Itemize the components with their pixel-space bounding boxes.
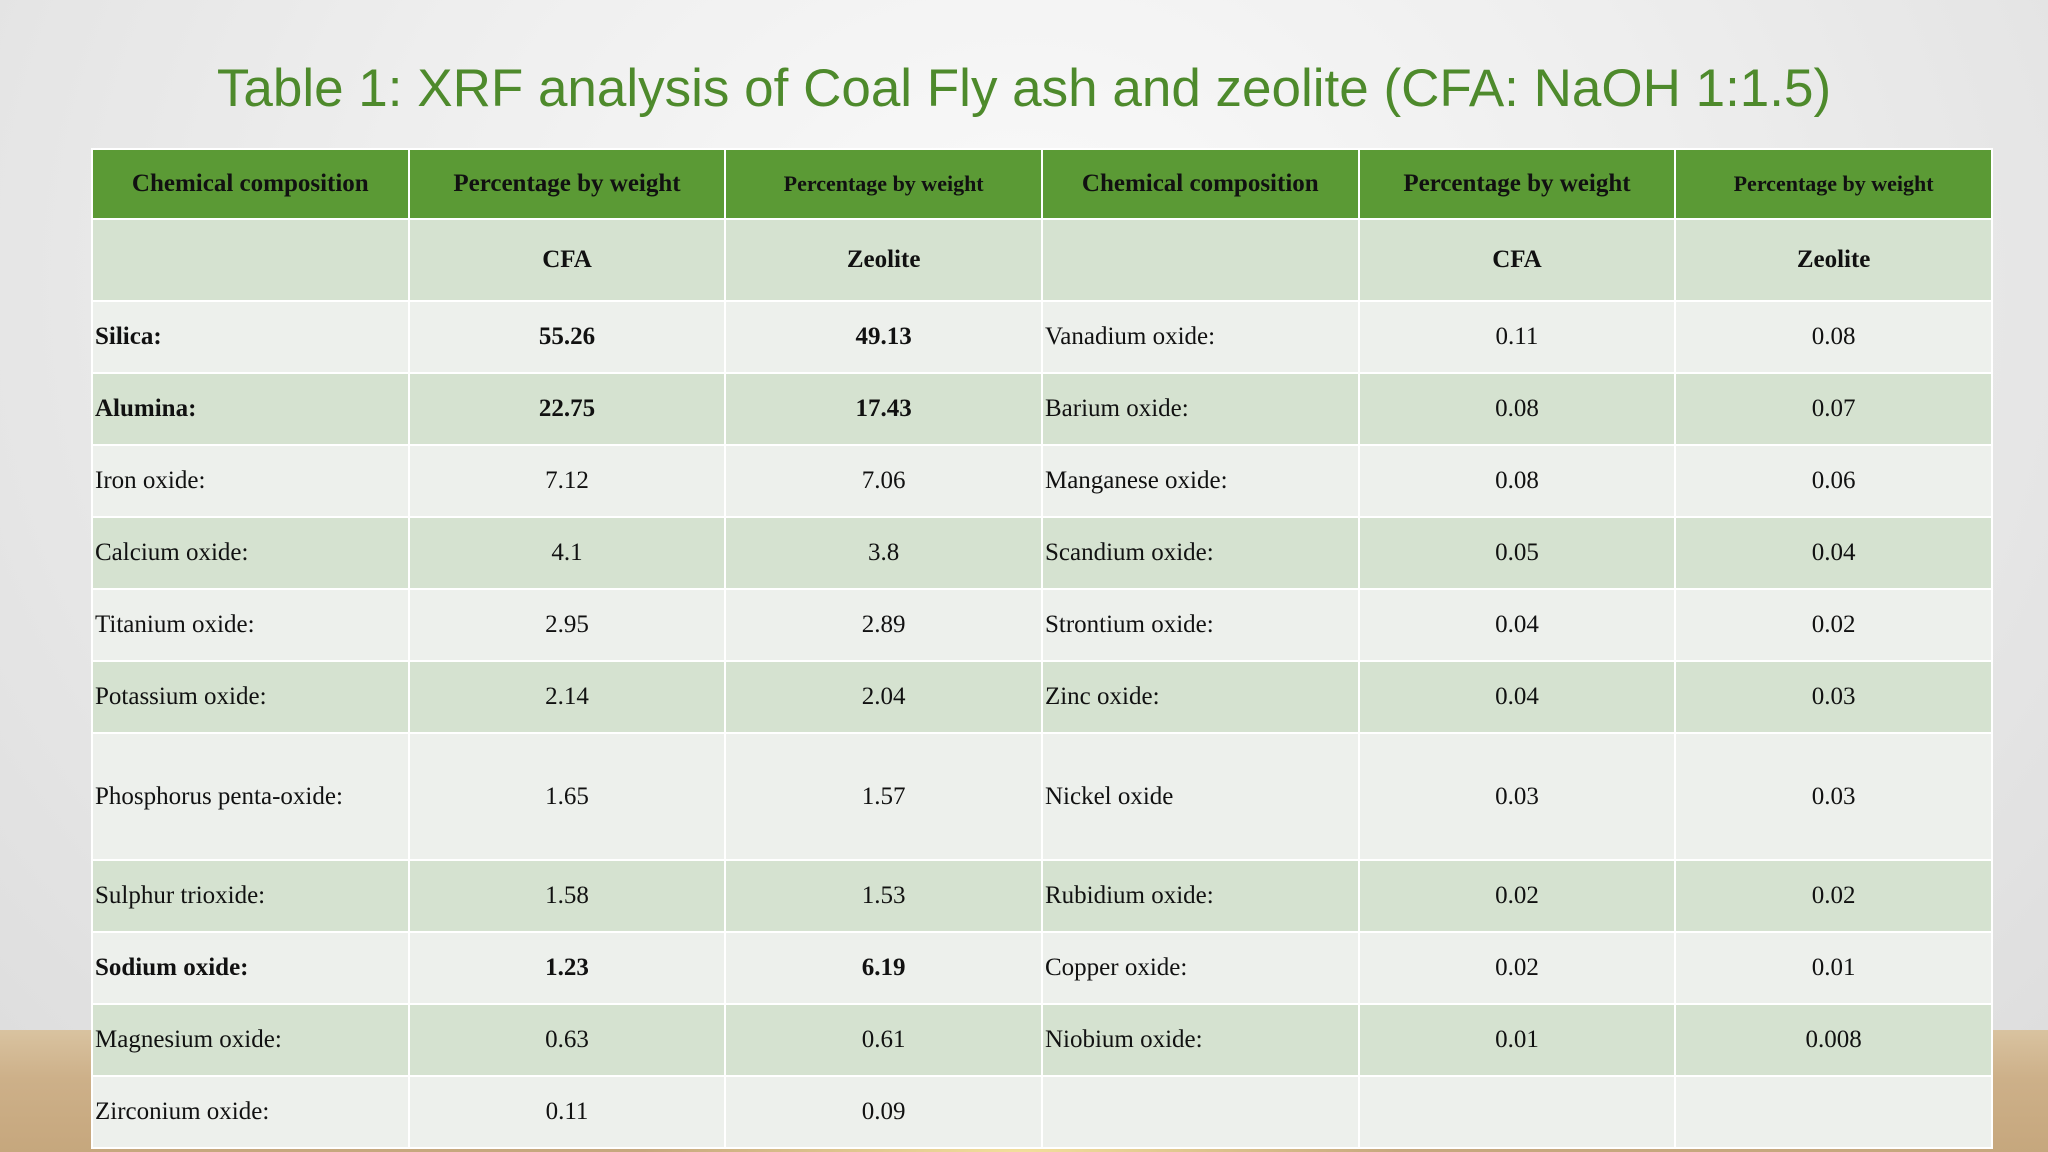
table-row: Alumina: 22.75 17.43 Barium oxide: 0.08 … [91,372,1993,446]
value-cell: 0.02 [1357,931,1677,1005]
compound-cell: Rubidium oxide: [1040,859,1360,933]
value-cell: 0.07 [1674,372,1993,446]
value-cell: 0.03 [1674,660,1993,734]
value-cell: 0.06 [1674,444,1993,518]
subheader-zeolite-1: Zeolite [724,218,1043,302]
subheader-cell [1040,218,1360,302]
header-percentage-2: Percentage by weight [724,148,1043,220]
compound-cell: Calcium oxide: [91,516,410,590]
value-cell: 0.04 [1674,516,1993,590]
header-chemical-composition-2: Chemical composition [1040,148,1360,220]
compound-cell: Iron oxide: [91,444,410,518]
table-row: Sodium oxide: 1.23 6.19 Copper oxide: 0.… [91,931,1993,1005]
value-cell: 0.05 [1357,516,1677,590]
value-cell: 0.09 [724,1075,1043,1149]
slide-title: Table 1: XRF analysis of Coal Fly ash an… [216,59,1832,118]
value-cell: 2.04 [724,660,1043,734]
table-row: Magnesium oxide: 0.63 0.61 Niobium oxide… [91,1003,1993,1077]
value-cell: 3.8 [724,516,1043,590]
value-cell: 1.53 [724,859,1043,933]
value-cell: 2.95 [407,588,727,662]
value-cell: 0.008 [1674,1003,1993,1077]
value-cell [1357,1075,1677,1149]
value-cell: 0.02 [1674,859,1993,933]
value-cell: 1.23 [407,931,727,1005]
value-cell: 2.14 [407,660,727,734]
header-row: Chemical composition Percentage by weigh… [91,148,1993,220]
value-cell: 1.57 [724,732,1043,861]
compound-cell: Sulphur trioxide: [91,859,410,933]
value-cell: 7.06 [724,444,1043,518]
xrf-table: Chemical composition Percentage by weigh… [91,148,1993,1149]
header-percentage-4: Percentage by weight [1674,148,1993,220]
value-cell: 6.19 [724,931,1043,1005]
compound-cell: Titanium oxide: [91,588,410,662]
compound-cell: Scandium oxide: [1040,516,1360,590]
compound-cell: Niobium oxide: [1040,1003,1360,1077]
subheader-cfa-2: CFA [1357,218,1677,302]
compound-cell: Barium oxide: [1040,372,1360,446]
value-cell: 0.11 [407,1075,727,1149]
header-percentage-1: Percentage by weight [407,148,727,220]
value-cell: 0.01 [1357,1003,1677,1077]
value-cell: 0.02 [1674,588,1993,662]
value-cell: 0.03 [1357,732,1677,861]
value-cell: 0.08 [1674,300,1993,374]
compound-cell: Strontium oxide: [1040,588,1360,662]
value-cell: 17.43 [724,372,1043,446]
value-cell [1674,1075,1993,1149]
value-cell: 55.26 [407,300,727,374]
value-cell: 7.12 [407,444,727,518]
table-row: Silica: 55.26 49.13 Vanadium oxide: 0.11… [91,300,1993,374]
compound-cell: Sodium oxide: [91,931,410,1005]
table-row: Phosphorus penta-oxide: 1.65 1.57 Nickel… [91,732,1993,861]
value-cell: 2.89 [724,588,1043,662]
value-cell: 49.13 [724,300,1043,374]
value-cell: 22.75 [407,372,727,446]
value-cell: 0.04 [1357,660,1677,734]
compound-cell: Zirconium oxide: [91,1075,410,1149]
table-row: Titanium oxide: 2.95 2.89 Strontium oxid… [91,588,1993,662]
compound-cell: Manganese oxide: [1040,444,1360,518]
value-cell: 0.03 [1674,732,1993,861]
value-cell: 0.01 [1674,931,1993,1005]
compound-cell: Magnesium oxide: [91,1003,410,1077]
compound-cell: Zinc oxide: [1040,660,1360,734]
compound-cell: Alumina: [91,372,410,446]
table-row: Sulphur trioxide: 1.58 1.53 Rubidium oxi… [91,859,1993,933]
compound-cell: Silica: [91,300,410,374]
value-cell: 0.63 [407,1003,727,1077]
value-cell: 1.65 [407,732,727,861]
value-cell: 0.61 [724,1003,1043,1077]
value-cell: 0.08 [1357,444,1677,518]
compound-cell: Vanadium oxide: [1040,300,1360,374]
value-cell: 1.58 [407,859,727,933]
compound-cell: Potassium oxide: [91,660,410,734]
subheader-cell [91,218,410,302]
header-chemical-composition-1: Chemical composition [91,148,410,220]
subheader-zeolite-2: Zeolite [1674,218,1993,302]
value-cell: 0.11 [1357,300,1677,374]
compound-cell [1040,1075,1360,1149]
compound-cell: Copper oxide: [1040,931,1360,1005]
header-percentage-3: Percentage by weight [1357,148,1677,220]
value-cell: 0.02 [1357,859,1677,933]
table-row: Iron oxide: 7.12 7.06 Manganese oxide: 0… [91,444,1993,518]
table-row: Potassium oxide: 2.14 2.04 Zinc oxide: 0… [91,660,1993,734]
subheader-row: CFA Zeolite CFA Zeolite [91,218,1993,302]
value-cell: 0.04 [1357,588,1677,662]
table-row: Calcium oxide: 4.1 3.8 Scandium oxide: 0… [91,516,1993,590]
subheader-cfa-1: CFA [407,218,727,302]
value-cell: 0.08 [1357,372,1677,446]
compound-cell: Phosphorus penta-oxide: [91,732,410,861]
table-row: Zirconium oxide: 0.11 0.09 [91,1075,1993,1149]
compound-cell: Nickel oxide [1040,732,1360,861]
value-cell: 4.1 [407,516,727,590]
